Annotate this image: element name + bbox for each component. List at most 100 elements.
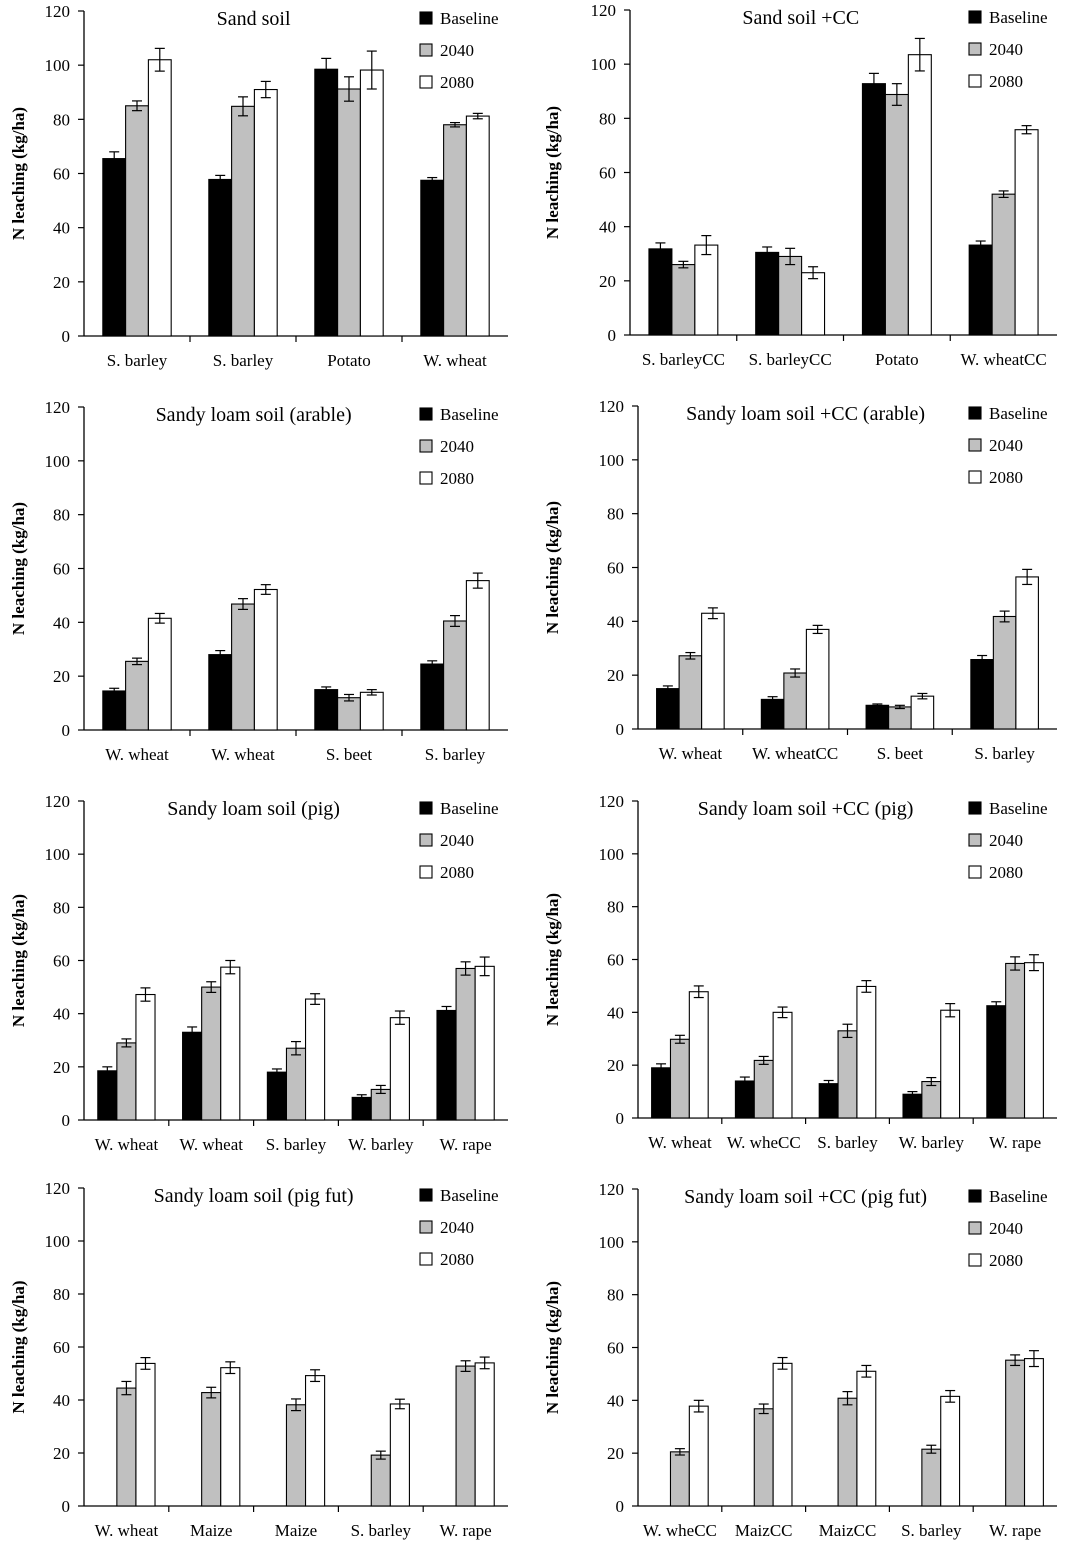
bar-2040 (1005, 962, 1026, 1119)
legend-label: 2080 (440, 469, 474, 488)
legend-label: 2080 (989, 863, 1023, 882)
category-label: W. rape (989, 1521, 1041, 1540)
bar-2040 (669, 1038, 690, 1119)
y-tick-label: 100 (45, 1232, 71, 1251)
bar-baseline (208, 654, 233, 731)
legend-swatch-2040 (968, 42, 982, 56)
bar-2080 (304, 998, 326, 1121)
error-bar (998, 190, 1009, 199)
bar-2040 (1005, 1359, 1026, 1507)
error-bar (154, 612, 165, 624)
legend-swatch-2040 (419, 1220, 433, 1234)
error-bar (1022, 568, 1033, 586)
y-tick-label: 0 (616, 1109, 625, 1128)
error-bar (894, 704, 905, 710)
y-axis-label: N leaching (kg/ha) (543, 501, 562, 634)
legend-swatch-2040 (968, 833, 982, 847)
legend-label: Baseline (989, 404, 1048, 423)
bar-2040 (337, 88, 361, 337)
bar-2080 (465, 580, 490, 731)
error-bar (206, 981, 217, 993)
error-bar (991, 1001, 1002, 1011)
error-bar (701, 235, 712, 256)
error-bar (678, 260, 689, 269)
bar-2040 (285, 1047, 307, 1121)
error-bar (777, 1356, 788, 1370)
category-label: W. wheCC (643, 1521, 717, 1540)
bar-2040 (671, 264, 696, 336)
error-bar (812, 624, 823, 635)
bar-2040 (455, 967, 476, 1121)
bar-baseline (208, 178, 233, 337)
legend-swatch-baseline (419, 801, 433, 815)
y-tick-label: 0 (62, 1497, 71, 1516)
category-label: MaizCC (819, 1521, 877, 1540)
legend-label: Baseline (440, 1186, 499, 1205)
y-tick-label: 100 (591, 55, 617, 74)
error-bar (945, 1389, 956, 1403)
y-axis-label: N leaching (kg/ha) (9, 894, 28, 1027)
chart-title: Sandy loam soil +CC (pig fut) (684, 1186, 927, 1208)
y-tick-label: 0 (62, 721, 71, 740)
error-bar (121, 1380, 132, 1396)
legend-label: Baseline (440, 9, 499, 28)
category-label: W. barley (348, 1135, 414, 1154)
error-bar (758, 1403, 769, 1415)
bar-baseline (656, 688, 680, 730)
y-tick-label: 100 (45, 56, 71, 75)
legend-label: 2040 (989, 831, 1023, 850)
bar-baseline (755, 251, 780, 336)
error-bar (739, 1076, 750, 1086)
y-tick-label: 80 (607, 505, 624, 524)
bar-baseline (734, 1080, 755, 1119)
error-bar (777, 1006, 788, 1019)
y-axis-label: N leaching (kg/ha) (543, 893, 562, 1026)
y-tick-label: 20 (599, 272, 616, 291)
legend-label: 2040 (440, 41, 474, 60)
legend-swatch-baseline (968, 1189, 982, 1203)
category-label: S. beet (877, 744, 924, 763)
bar-2080 (220, 966, 241, 1121)
y-tick-label: 120 (591, 1, 617, 20)
error-bar (868, 72, 879, 95)
bar-2080 (772, 1011, 793, 1119)
error-bar (1021, 125, 1032, 135)
legend-swatch-2080 (968, 470, 982, 484)
category-label: W. rape (439, 1521, 491, 1540)
category-label: W. wheatCC (960, 350, 1046, 369)
bar-2080 (907, 54, 932, 336)
bar-2040 (778, 255, 803, 336)
error-bar (310, 1369, 321, 1383)
category-label: S. barley (817, 1133, 878, 1152)
legend-label: Baseline (440, 799, 499, 818)
bar-baseline (902, 1093, 923, 1119)
bar-2080 (1015, 576, 1039, 730)
error-bar (823, 1079, 834, 1088)
y-tick-label: 40 (53, 1005, 70, 1024)
category-label: S. barleyCC (642, 350, 725, 369)
y-tick-label: 60 (607, 1339, 624, 1358)
category-label: MaizCC (735, 1521, 793, 1540)
category-label: W. wheat (95, 1521, 159, 1540)
error-bar (861, 980, 872, 993)
y-tick-label: 100 (599, 845, 625, 864)
bar-2080 (135, 1362, 156, 1507)
y-tick-label: 60 (53, 165, 70, 184)
bar-2040 (921, 1080, 942, 1119)
legend-swatch-baseline (419, 407, 433, 421)
error-bar (310, 993, 321, 1005)
category-label: Potato (327, 351, 370, 370)
error-bar (767, 696, 778, 703)
y-tick-label: 60 (599, 164, 616, 183)
bar-2040 (231, 105, 255, 337)
bar-baseline (420, 179, 445, 337)
legend-label: Baseline (989, 8, 1048, 27)
error-bar (140, 1357, 151, 1370)
legend-label: 2080 (989, 1251, 1023, 1270)
error-bar (394, 1398, 405, 1410)
category-label: W. wheat (211, 745, 275, 764)
bar-2080 (220, 1367, 241, 1507)
bar-2040 (669, 1451, 690, 1507)
bar-2040 (837, 1397, 858, 1507)
